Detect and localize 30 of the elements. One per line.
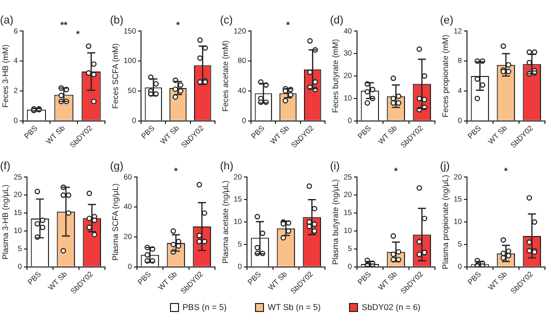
text: *: [176, 20, 180, 30]
y-axis-title: Plasma propionate (ng/μL): [441, 174, 450, 270]
chart-title: (e): [440, 14, 454, 27]
chart-title: (f): [0, 160, 10, 173]
category-label: WT Sb (n = 5): [268, 302, 321, 312]
y-axis-title: Feces butyrate (mM): [331, 38, 340, 113]
chart-title: (g): [110, 160, 124, 173]
y-axis-title: Plasma 3-HB (ng/μL): [1, 184, 10, 260]
text: *: [504, 166, 508, 176]
text: *: [394, 166, 398, 176]
y-axis-title: Feces acetate (mM): [221, 40, 230, 112]
chart-title: (j): [440, 160, 450, 173]
y-axis-title: Plasma butyrate (ng/μL): [331, 178, 340, 265]
text: **: [60, 20, 68, 30]
chart-title: (i): [330, 160, 340, 173]
category-label: SbDY02 (n = 6): [362, 302, 420, 312]
y-axis-title: Feces 3-HB (mM): [1, 44, 10, 108]
chart-title: (c): [220, 14, 233, 27]
y-axis-title: Feces SCFA (mM): [111, 43, 120, 109]
text: *: [174, 166, 178, 176]
chart-title: (b): [110, 14, 124, 27]
chart-title: (a): [0, 14, 14, 27]
text: *: [286, 20, 290, 30]
category-label: PBS (n = 5): [182, 302, 227, 312]
y-axis-title: Feces propionate (mM): [441, 34, 450, 118]
chart-title: (d): [330, 14, 344, 27]
y-axis-title: Plasma acetate (ng/μL): [221, 180, 230, 264]
annotation: *: [76, 29, 80, 40]
chart-title: (h): [220, 160, 234, 173]
y-axis-title: Plasma SCFA (ng/μL): [111, 183, 120, 261]
